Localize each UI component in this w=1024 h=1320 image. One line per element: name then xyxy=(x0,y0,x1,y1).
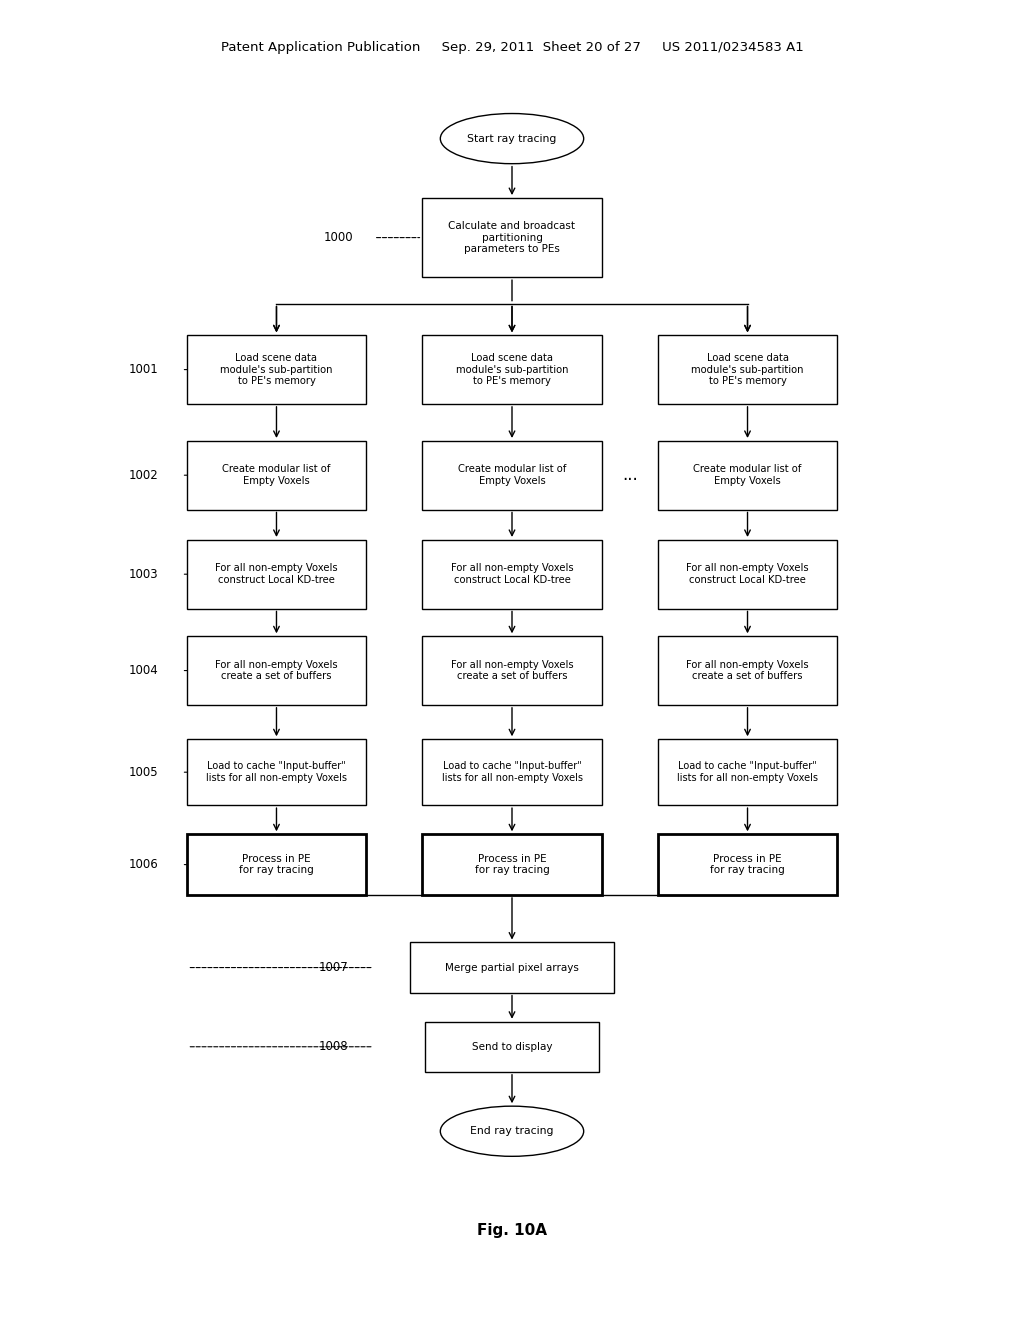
FancyBboxPatch shape xyxy=(425,1022,599,1072)
Text: Send to display: Send to display xyxy=(472,1041,552,1052)
Text: 1007: 1007 xyxy=(318,961,348,974)
Text: 1001: 1001 xyxy=(129,363,159,376)
Text: Process in PE
for ray tracing: Process in PE for ray tracing xyxy=(475,854,549,875)
Text: For all non-empty Voxels
construct Local KD-tree: For all non-empty Voxels construct Local… xyxy=(686,564,809,585)
Text: For all non-empty Voxels
construct Local KD-tree: For all non-empty Voxels construct Local… xyxy=(451,564,573,585)
FancyBboxPatch shape xyxy=(657,540,837,609)
Text: For all non-empty Voxels
create a set of buffers: For all non-empty Voxels create a set of… xyxy=(451,660,573,681)
Text: Load scene data
module's sub-partition
to PE's memory: Load scene data module's sub-partition t… xyxy=(456,352,568,387)
FancyBboxPatch shape xyxy=(422,335,601,404)
Text: Process in PE
for ray tracing: Process in PE for ray tracing xyxy=(240,854,313,875)
FancyBboxPatch shape xyxy=(657,441,837,510)
FancyBboxPatch shape xyxy=(422,636,601,705)
Text: Load to cache "Input-buffer"
lists for all non-empty Voxels: Load to cache "Input-buffer" lists for a… xyxy=(206,762,347,783)
Text: Load to cache "Input-buffer"
lists for all non-empty Voxels: Load to cache "Input-buffer" lists for a… xyxy=(441,762,583,783)
FancyBboxPatch shape xyxy=(187,540,367,609)
FancyBboxPatch shape xyxy=(657,335,837,404)
FancyBboxPatch shape xyxy=(657,739,837,805)
Text: Process in PE
for ray tracing: Process in PE for ray tracing xyxy=(711,854,784,875)
FancyBboxPatch shape xyxy=(422,739,601,805)
FancyBboxPatch shape xyxy=(422,198,601,277)
Text: Create modular list of
Empty Voxels: Create modular list of Empty Voxels xyxy=(222,465,331,486)
Text: End ray tracing: End ray tracing xyxy=(470,1126,554,1137)
FancyBboxPatch shape xyxy=(657,636,837,705)
FancyBboxPatch shape xyxy=(410,942,614,993)
Text: 1002: 1002 xyxy=(129,469,159,482)
Text: For all non-empty Voxels
create a set of buffers: For all non-empty Voxels create a set of… xyxy=(215,660,338,681)
FancyBboxPatch shape xyxy=(187,335,367,404)
FancyBboxPatch shape xyxy=(422,540,601,609)
Text: Merge partial pixel arrays: Merge partial pixel arrays xyxy=(445,962,579,973)
FancyBboxPatch shape xyxy=(422,441,601,510)
Text: Load scene data
module's sub-partition
to PE's memory: Load scene data module's sub-partition t… xyxy=(220,352,333,387)
Text: 1003: 1003 xyxy=(129,568,159,581)
Text: ...: ... xyxy=(622,466,638,484)
Text: Calculate and broadcast
partitioning
parameters to PEs: Calculate and broadcast partitioning par… xyxy=(449,220,575,255)
Text: 1005: 1005 xyxy=(129,766,159,779)
Text: 1006: 1006 xyxy=(129,858,159,871)
Text: 1008: 1008 xyxy=(318,1040,348,1053)
FancyBboxPatch shape xyxy=(422,834,601,895)
Text: For all non-empty Voxels
construct Local KD-tree: For all non-empty Voxels construct Local… xyxy=(215,564,338,585)
FancyBboxPatch shape xyxy=(187,739,367,805)
Text: Create modular list of
Empty Voxels: Create modular list of Empty Voxels xyxy=(458,465,566,486)
Text: Fig. 10A: Fig. 10A xyxy=(477,1222,547,1238)
Text: 1000: 1000 xyxy=(324,231,353,244)
FancyBboxPatch shape xyxy=(187,636,367,705)
Text: 1004: 1004 xyxy=(129,664,159,677)
Text: For all non-empty Voxels
create a set of buffers: For all non-empty Voxels create a set of… xyxy=(686,660,809,681)
Ellipse shape xyxy=(440,1106,584,1156)
Text: Patent Application Publication     Sep. 29, 2011  Sheet 20 of 27     US 2011/023: Patent Application Publication Sep. 29, … xyxy=(220,41,804,54)
FancyBboxPatch shape xyxy=(187,834,367,895)
Text: Create modular list of
Empty Voxels: Create modular list of Empty Voxels xyxy=(693,465,802,486)
Text: Load to cache "Input-buffer"
lists for all non-empty Voxels: Load to cache "Input-buffer" lists for a… xyxy=(677,762,818,783)
Text: Load scene data
module's sub-partition
to PE's memory: Load scene data module's sub-partition t… xyxy=(691,352,804,387)
Text: Start ray tracing: Start ray tracing xyxy=(467,133,557,144)
FancyBboxPatch shape xyxy=(187,441,367,510)
Ellipse shape xyxy=(440,114,584,164)
FancyBboxPatch shape xyxy=(657,834,837,895)
